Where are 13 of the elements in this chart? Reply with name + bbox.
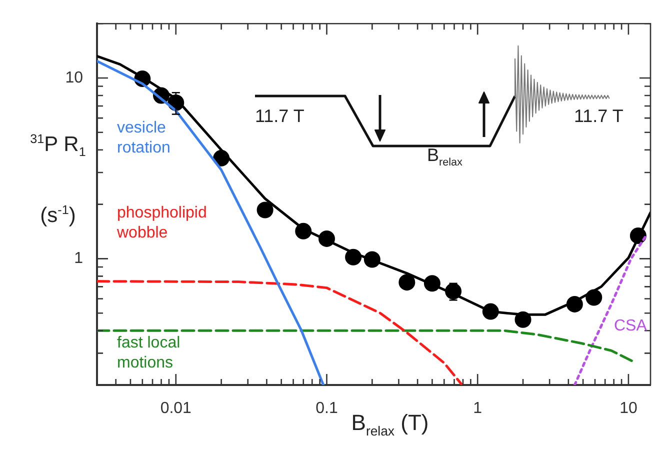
series-label: vesicle rotation: [117, 119, 170, 156]
annotation: 11.7 T: [255, 106, 304, 127]
x-axis-title: B$_{relax}$ (T): [351, 410, 429, 438]
text: $^{31}$P R$_{1}$ (s$^{-1}$): [30, 132, 86, 228]
x-tick-label: 0.01: [160, 400, 192, 418]
series-label: CSA: [614, 317, 648, 334]
annotation: 11.7 T: [574, 106, 624, 127]
x-tick-label: 10: [620, 400, 638, 418]
x-tick-label: 1: [473, 400, 482, 418]
text: phospholipid wobble: [116, 204, 207, 242]
annotation: B$_{relax}$: [427, 145, 462, 169]
series-label: fast local motions: [117, 334, 180, 372]
x-tick-label: 0.1: [316, 400, 338, 418]
